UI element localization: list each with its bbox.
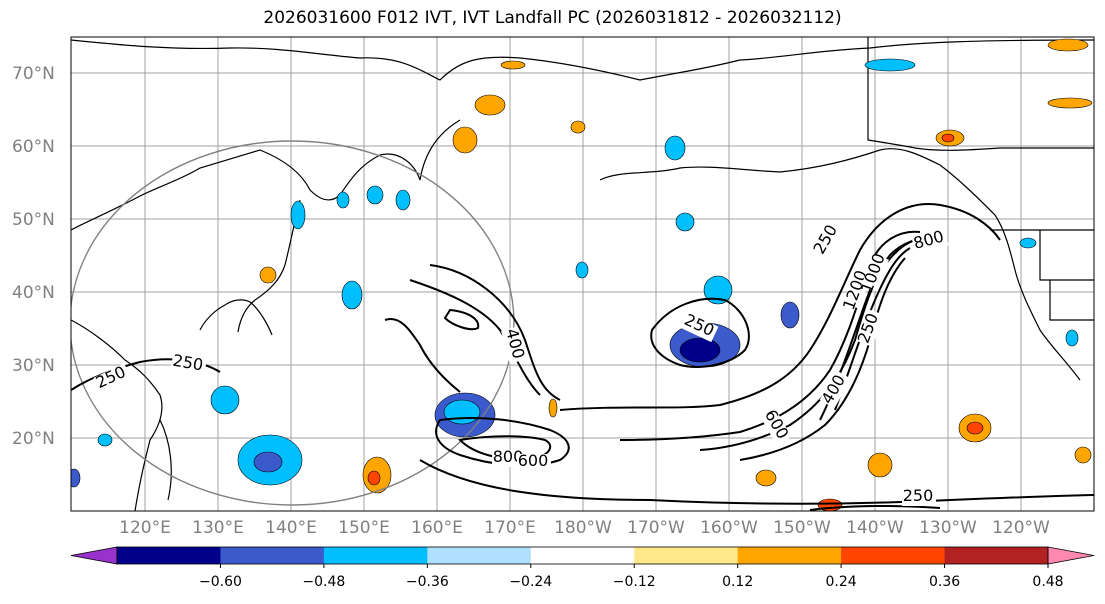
gridlines xyxy=(71,37,1094,511)
lat-label: 20°N xyxy=(12,429,55,449)
contour-label-bg xyxy=(93,363,132,394)
colorbar-tick-label: −0.24 xyxy=(509,574,552,590)
colorbar-segment xyxy=(737,547,842,564)
colorbar-tick-label: 0.48 xyxy=(1032,574,1063,590)
contour-label-bg xyxy=(911,228,949,254)
lat-label: 50°N xyxy=(12,210,55,230)
lat-label: 40°N xyxy=(12,283,55,303)
lon-label: 140°W xyxy=(846,518,904,538)
colorbar-tick-label: 0.12 xyxy=(722,574,753,590)
longitude-labels: 120°E 130°E 140°E 150°E 160°E 170°E 180°… xyxy=(119,518,1050,538)
colorbar-segment xyxy=(634,547,739,564)
colorbar-segment xyxy=(220,547,325,564)
lon-label: 170°W xyxy=(627,518,685,538)
domain-circle xyxy=(71,140,515,506)
colorbar-segment xyxy=(944,547,1049,564)
lon-label: 180°W xyxy=(554,518,612,538)
latitude-labels: 70°N 60°N 50°N 40°N 30°N 20°N xyxy=(12,64,55,449)
colorbar-segment xyxy=(841,547,946,564)
lat-label: 60°N xyxy=(12,137,55,157)
contour-label-bg xyxy=(501,326,527,364)
lat-label: 70°N xyxy=(12,64,55,84)
colorbar-segment xyxy=(427,547,532,564)
lon-label: 170°E xyxy=(484,518,536,538)
lon-label: 120°E xyxy=(119,518,171,538)
contour-label-bg xyxy=(811,220,844,259)
map-title: 2026031600 F012 IVT, IVT Landfall PC (20… xyxy=(263,8,842,28)
colorbar-extend-low xyxy=(70,546,118,565)
colorbar-tick-label: −0.60 xyxy=(199,574,242,590)
coastlines xyxy=(71,37,1094,511)
contour-label: 800 xyxy=(493,447,524,466)
colorbar-segment xyxy=(323,547,428,564)
contour-label: 600 xyxy=(518,451,549,470)
colorbar-tick-label: 0.24 xyxy=(826,574,857,590)
contour-label-bg xyxy=(856,308,884,347)
lon-label: 140°E xyxy=(265,518,317,538)
lon-label: 160°E xyxy=(411,518,463,538)
contour-label-bg xyxy=(759,407,792,446)
lon-label: 120°W xyxy=(992,518,1050,538)
colorbar-tick-label: 0.36 xyxy=(929,574,960,590)
contour-label-bg xyxy=(517,454,551,471)
contour-label-bg xyxy=(902,489,936,506)
colorbar-ticks: −0.60 −0.48 −0.36 −0.24 −0.12 0.12 0.24 0.36 0.4… xyxy=(199,564,1064,590)
lon-label: 130°E xyxy=(192,518,244,538)
contour-label-bg xyxy=(680,312,719,343)
colorbar-tick-label: −0.36 xyxy=(406,574,449,590)
colorbar-segment xyxy=(530,547,635,564)
colorbar-segment xyxy=(117,547,221,564)
contour-label-bg xyxy=(170,353,207,377)
contour-label: 250 xyxy=(903,486,934,505)
lat-label: 30°N xyxy=(12,356,55,376)
contour-label-bg xyxy=(819,370,852,409)
contour-label-bg xyxy=(861,253,889,292)
colorbar-tick-label: −0.12 xyxy=(613,574,656,590)
lon-label: 130°W xyxy=(919,518,977,538)
colorbar xyxy=(70,546,1095,565)
lon-label: 150°E xyxy=(338,518,390,538)
colorbar-border xyxy=(116,546,1049,565)
lon-label: 150°W xyxy=(773,518,831,538)
map-border xyxy=(70,36,1095,512)
colorbar-extend-high xyxy=(1047,546,1095,565)
colorbar-tick-label: −0.48 xyxy=(302,574,345,590)
lon-label: 160°W xyxy=(700,518,758,538)
